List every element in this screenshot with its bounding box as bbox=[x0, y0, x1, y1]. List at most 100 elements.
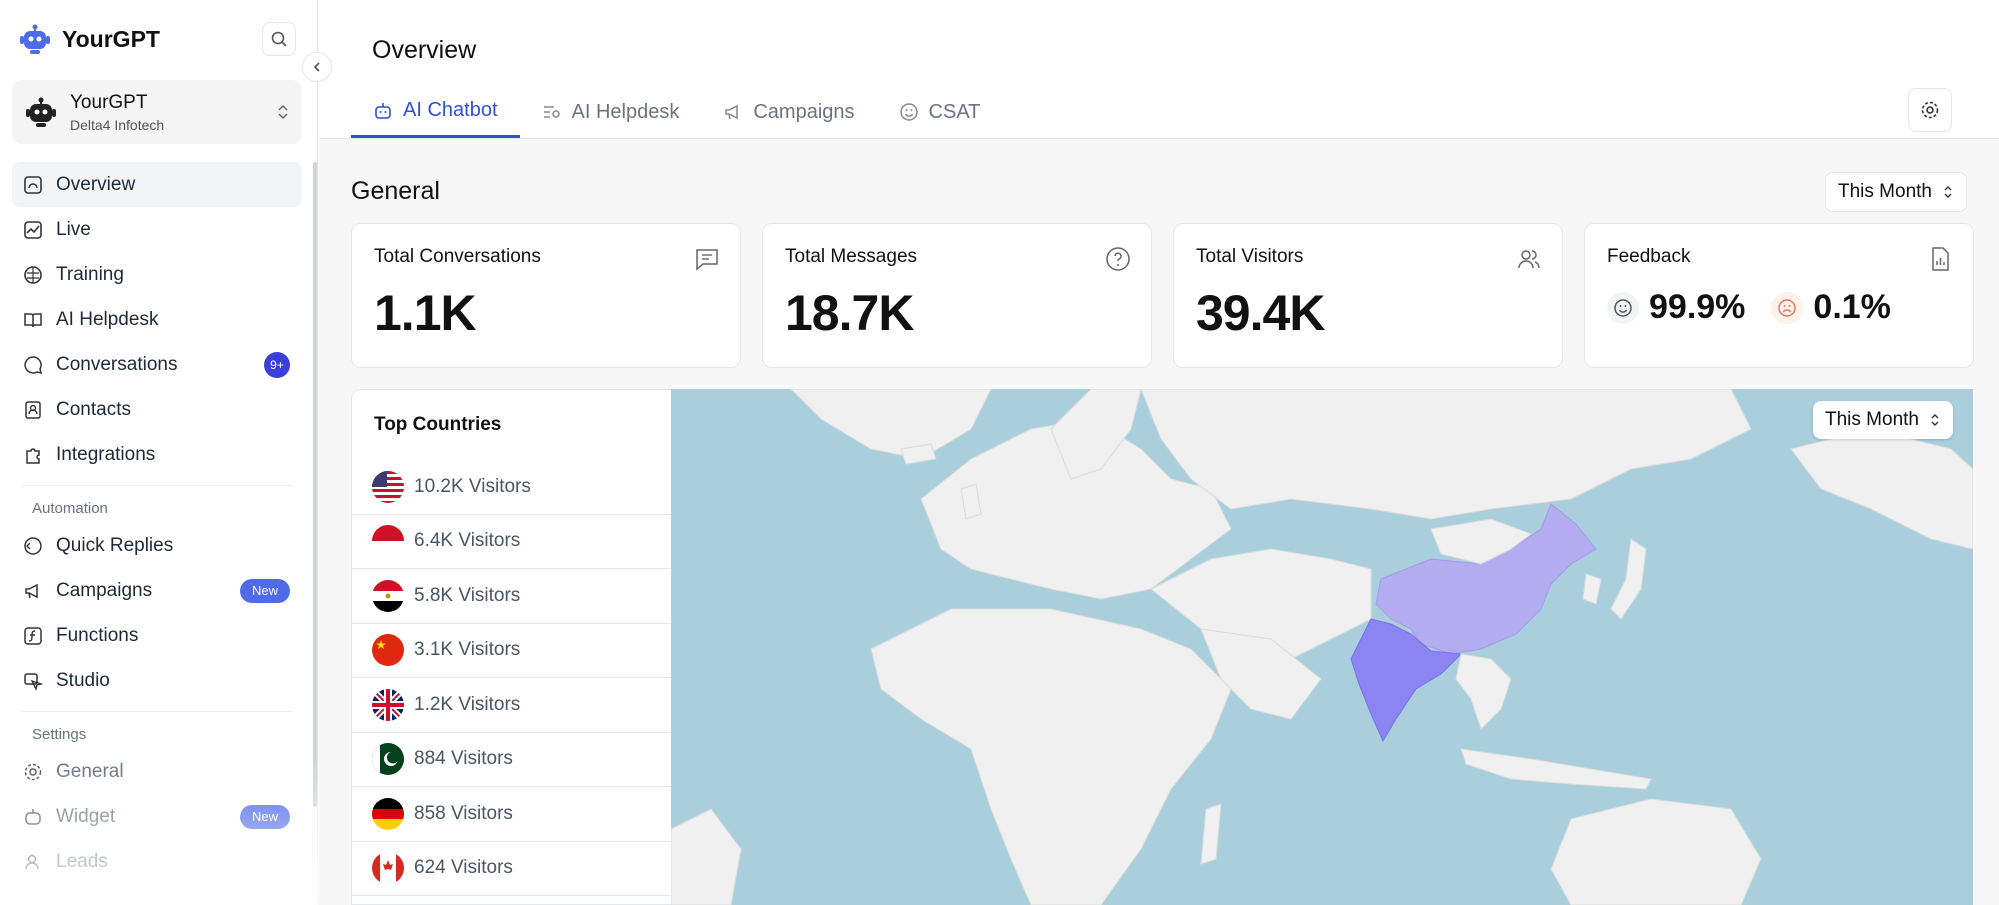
tab-campaigns[interactable]: Campaigns bbox=[701, 86, 876, 138]
brand[interactable]: YourGPT bbox=[18, 22, 160, 56]
stat-label: Total Visitors bbox=[1196, 246, 1304, 267]
map-indonesia bbox=[1460, 748, 1652, 790]
sidebar-item-label: Functions bbox=[56, 624, 139, 646]
country-row: 884 Visitors bbox=[352, 733, 671, 787]
map-japan bbox=[1610, 538, 1647, 620]
widget-icon bbox=[22, 806, 44, 828]
robot-logo-icon bbox=[20, 24, 50, 54]
reply-icon bbox=[22, 535, 44, 557]
studio-icon bbox=[22, 670, 44, 692]
map-iceland bbox=[900, 443, 937, 465]
stat-label: Total Messages bbox=[785, 246, 918, 267]
sidebar-item-label: Integrations bbox=[56, 443, 156, 465]
top-countries-title: Top Countries bbox=[374, 414, 502, 435]
tab-ai-helpdesk[interactable]: AI Helpdesk bbox=[520, 86, 702, 138]
collapse-sidebar-button[interactable] bbox=[302, 52, 332, 82]
list-search-icon bbox=[543, 106, 560, 118]
map-period-select[interactable]: This Month bbox=[1813, 401, 1953, 439]
app-name: YourGPT bbox=[62, 25, 160, 52]
sidebar-item-overview[interactable]: Overview bbox=[12, 162, 302, 207]
sidebar-nav: Overview Live Training AI Helpdesk Conve… bbox=[12, 162, 302, 884]
country-row: 858 Visitors bbox=[352, 787, 671, 842]
canada-flag-icon bbox=[372, 852, 404, 885]
period-select[interactable]: This Month bbox=[1825, 172, 1967, 212]
sidebar-item-contacts[interactable]: Contacts bbox=[12, 387, 302, 432]
contacts-icon bbox=[22, 399, 44, 421]
sidebar-item-ai-helpdesk[interactable]: AI Helpdesk bbox=[12, 297, 302, 342]
sidebar-item-studio[interactable]: Studio bbox=[12, 658, 302, 703]
sidebar-item-label: General bbox=[56, 760, 124, 782]
country-visitors: 5.8K Visitors bbox=[414, 584, 521, 606]
tabs-divider bbox=[319, 138, 1999, 139]
egypt-flag-icon bbox=[372, 579, 404, 612]
germany-flag-icon bbox=[372, 797, 404, 830]
tab-csat[interactable]: CSAT bbox=[877, 86, 1003, 138]
map-south-america bbox=[671, 808, 742, 905]
bot-icon bbox=[375, 102, 391, 119]
tab-ai-chatbot[interactable]: AI Chatbot bbox=[351, 86, 520, 138]
tab-label: AI Chatbot bbox=[403, 99, 498, 121]
map-australia bbox=[1550, 798, 1762, 905]
map-scandinavia bbox=[1050, 389, 1142, 480]
country-visitors: 858 Visitors bbox=[414, 802, 513, 824]
gear-icon bbox=[22, 761, 44, 783]
country-row: 1.2K Visitors bbox=[352, 678, 671, 733]
search-icon bbox=[271, 31, 287, 47]
world-map[interactable]: This Month bbox=[671, 389, 1973, 905]
sidebar-item-label: Training bbox=[56, 263, 124, 285]
sidebar-item-leads[interactable]: Leads bbox=[12, 839, 302, 884]
stat-card-feedback: Feedback 99.9% 0.1% bbox=[1584, 223, 1974, 368]
top-countries-panel: Top Countries 10.2K Visitors 6.4K Visito… bbox=[351, 389, 671, 905]
smile-icon bbox=[899, 103, 918, 121]
country-visitors: 10.2K Visitors bbox=[414, 475, 531, 497]
unread-badge: 9+ bbox=[264, 351, 290, 378]
map-madagascar bbox=[1200, 803, 1222, 865]
sidebar-item-label: Overview bbox=[56, 173, 136, 195]
stat-card-conversations: Total Conversations 1.1K bbox=[351, 223, 741, 368]
feedback-negative: 0.1% bbox=[1813, 288, 1891, 326]
activity-icon bbox=[22, 219, 44, 241]
us-flag-icon bbox=[372, 470, 404, 503]
sidebar-item-conversations[interactable]: Conversations 9+ bbox=[12, 342, 302, 387]
sidebar-item-training[interactable]: Training bbox=[12, 252, 302, 297]
sidebar-item-live[interactable]: Live bbox=[12, 207, 302, 252]
sidebar-item-quick-replies[interactable]: Quick Replies bbox=[12, 523, 302, 568]
sidebar-item-functions[interactable]: Functions bbox=[12, 613, 302, 658]
report-icon bbox=[1932, 247, 1949, 271]
search-button[interactable] bbox=[262, 22, 296, 56]
sidebar-item-label: Quick Replies bbox=[56, 534, 174, 556]
sidebar-item-label: Live bbox=[56, 218, 91, 240]
sidebar-item-campaigns[interactable]: Campaigns New bbox=[12, 568, 302, 613]
workspace-switcher[interactable]: YourGPT Delta4 Infotech bbox=[12, 80, 302, 144]
chevron-updown-icon bbox=[1931, 414, 1939, 426]
megaphone-icon bbox=[22, 580, 44, 602]
main: Overview AI Chatbot AI Helpdesk Campaign… bbox=[319, 0, 1999, 905]
map-period-select-value: This Month bbox=[1825, 409, 1919, 430]
sidebar-item-label: Leads bbox=[56, 850, 108, 872]
section-title-general: General bbox=[351, 177, 440, 205]
map-africa bbox=[870, 608, 1232, 905]
map-uk bbox=[960, 483, 982, 520]
sidebar-item-label: Conversations bbox=[56, 353, 178, 375]
sidebar-item-general[interactable]: General bbox=[12, 749, 302, 794]
new-badge: New bbox=[239, 578, 290, 603]
country-row: 6.4K Visitors bbox=[352, 515, 671, 569]
function-icon bbox=[22, 625, 44, 647]
book-icon bbox=[22, 309, 44, 331]
settings-button[interactable] bbox=[1908, 88, 1952, 132]
tab-label: AI Helpdesk bbox=[571, 100, 680, 123]
workspace-avatar bbox=[26, 97, 56, 127]
country-visitors: 3.1K Visitors bbox=[414, 639, 521, 661]
map-russia bbox=[1140, 389, 1752, 520]
sidebar-item-integrations[interactable]: Integrations bbox=[12, 432, 302, 477]
sidebar-scrollbar[interactable] bbox=[313, 162, 317, 807]
indonesia-flag-icon bbox=[372, 525, 404, 558]
pakistan-flag-icon bbox=[372, 743, 404, 776]
sidebar-item-widget[interactable]: Widget New bbox=[12, 794, 302, 839]
gear-icon bbox=[1921, 101, 1939, 119]
section-automation: Automation bbox=[22, 485, 292, 523]
page-title: Overview bbox=[372, 36, 477, 64]
country-visitors: 6.4K Visitors bbox=[414, 530, 521, 552]
section-settings: Settings bbox=[22, 711, 292, 749]
help-circle-icon bbox=[1106, 247, 1130, 271]
